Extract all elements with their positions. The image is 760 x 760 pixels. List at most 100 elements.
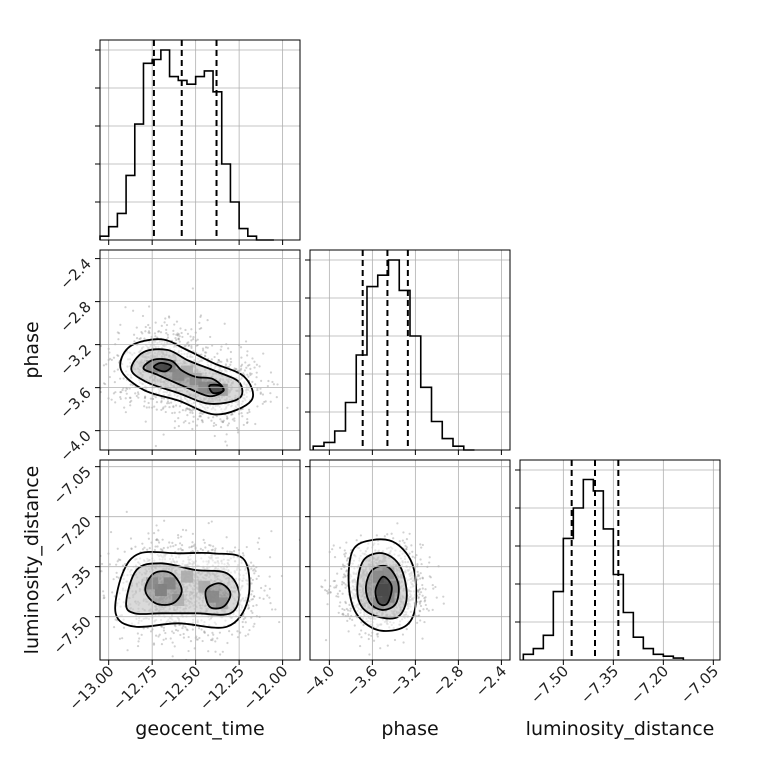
panel-phase-vs-geocent-time-sample-point — [240, 356, 243, 359]
panel-phase-vs-geocent-time-sample-point — [125, 392, 128, 395]
panel-phase-vs-geocent-time-sample-point — [190, 346, 193, 349]
panel-luminosity-distance-vs-geocent-time-sample-point — [219, 653, 222, 656]
panel-phase-vs-geocent-time-sample-point — [248, 410, 251, 414]
tick-label-x-geocent-time-2: −12.50 — [152, 662, 204, 714]
panel-phase-vs-geocent-time-sample-point — [192, 336, 195, 339]
panel-luminosity-distance-vs-geocent-time-sample-point — [181, 627, 184, 630]
panel-phase-vs-geocent-time-sample-point — [157, 330, 160, 333]
panel-luminosity-distance-vs-geocent-time-sample-point — [140, 633, 143, 636]
panel-phase-vs-geocent-time-sample-point — [179, 327, 182, 330]
panel-luminosity-distance-vs-phase-sample-point — [360, 629, 363, 632]
panel-phase-vs-geocent-time-sample-point — [156, 336, 159, 339]
panel-phase-vs-geocent-time-sample-point — [242, 423, 245, 427]
panel-luminosity-distance-vs-geocent-time-sample-point — [172, 631, 175, 635]
tick-label-y-luminosity-distance-0: −7.50 — [50, 613, 95, 658]
panel-luminosity-distance-vs-phase-sample-point — [341, 592, 344, 595]
panel-phase-vs-geocent-time-sample-point — [117, 332, 121, 335]
panel-phase-vs-geocent-time-sample-point — [198, 415, 201, 418]
panel-phase-vs-geocent-time-sample-point — [202, 349, 205, 352]
panel-luminosity-distance-vs-geocent-time-sample-point — [204, 546, 207, 549]
panel-luminosity-distance-vs-geocent-time-sample-point — [268, 556, 272, 559]
panel-luminosity-distance-vs-phase-sample-point — [376, 632, 379, 635]
panel-phase-vs-geocent-time-sample-point — [225, 444, 229, 447]
panel-luminosity-distance-vs-geocent-time-sample-point — [202, 538, 205, 541]
panel-luminosity-distance-vs-geocent-time-sample-point — [221, 547, 224, 550]
panel-luminosity-distance-vs-phase-sample-point — [359, 534, 362, 537]
panel-luminosity-distance-vs-phase-sample-point — [338, 589, 341, 593]
panel-luminosity-distance-vs-phase-sample-point — [360, 621, 363, 624]
tick-label-x-phase-0: −4.0 — [300, 662, 338, 700]
panel-phase-vs-geocent-time-sample-point — [153, 405, 156, 408]
panel-luminosity-distance-vs-geocent-time-sample-point — [250, 598, 253, 601]
panel-luminosity-distance-vs-phase-sample-point — [345, 570, 348, 573]
panel-luminosity-distance-vs-geocent-time-sample-point — [152, 643, 156, 646]
panel-phase-vs-geocent-time-sample-point — [141, 332, 144, 335]
panel-luminosity-distance-vs-geocent-time-sample-point — [203, 631, 206, 634]
histogram-geocent-time-frame — [99, 39, 301, 241]
panel-phase-vs-geocent-time-sample-point — [88, 360, 90, 362]
panel-phase-vs-geocent-time-sample-point — [221, 421, 224, 424]
panel-luminosity-distance-vs-phase-sample-point — [332, 544, 335, 547]
panel-luminosity-distance-vs-geocent-time-sample-point — [207, 522, 210, 525]
panel-luminosity-distance-vs-phase-sample-point — [435, 596, 438, 599]
panel-luminosity-distance-vs-phase-sample-point — [419, 619, 422, 622]
panel-phase-vs-geocent-time-sample-point — [198, 412, 201, 415]
panel-phase-vs-geocent-time-sample-point — [234, 368, 237, 371]
panel-phase-vs-geocent-time-sample-point — [212, 424, 215, 427]
panel-phase-vs-geocent-time-sample-point — [224, 363, 228, 366]
panel-phase-vs-geocent-time-sample-point — [217, 358, 220, 362]
panel-luminosity-distance-vs-geocent-time-sample-point — [161, 538, 164, 541]
panel-phase-vs-geocent-time-sample-point — [251, 380, 254, 383]
panel-phase-vs-geocent-time-sample-point — [110, 358, 113, 361]
panel-phase-vs-geocent-time-sample-point — [184, 409, 187, 412]
panel-luminosity-distance-vs-geocent-time-sample-point — [211, 548, 214, 551]
panel-luminosity-distance-vs-geocent-time-sample-point — [163, 519, 166, 522]
panel-luminosity-distance-vs-geocent-time-sample-point — [162, 629, 166, 632]
panel-phase-vs-geocent-time-sample-point — [152, 394, 156, 397]
panel-luminosity-distance-vs-phase-sample-point — [343, 573, 346, 576]
panel-luminosity-distance-vs-geocent-time-sample-point — [254, 570, 257, 573]
panel-luminosity-distance-vs-phase-sample-point — [419, 577, 422, 580]
panel-luminosity-distance-vs-phase-sample-point — [410, 544, 413, 547]
panel-luminosity-distance-vs-geocent-time-sample-point — [136, 632, 139, 635]
panel-luminosity-distance-vs-geocent-time-sample-point — [121, 564, 125, 567]
panel-luminosity-distance-vs-phase-sample-point — [335, 584, 338, 587]
panel-luminosity-distance-vs-phase-sample-point — [401, 539, 404, 542]
panel-phase-vs-geocent-time-sample-point — [190, 345, 193, 348]
panel-luminosity-distance-vs-phase-sample-point — [379, 647, 382, 650]
panel-luminosity-distance-vs-geocent-time-sample-point — [178, 623, 181, 626]
panel-phase-vs-geocent-time-sample-point — [225, 358, 229, 361]
panel-luminosity-distance-vs-phase-sample-point — [411, 555, 414, 558]
panel-luminosity-distance-vs-geocent-time-sample-point — [147, 537, 150, 540]
panel-luminosity-distance-vs-geocent-time-sample-point — [239, 631, 242, 634]
panel-luminosity-distance-vs-geocent-time-sample-point — [200, 628, 203, 631]
panel-luminosity-distance-vs-geocent-time-sample-point — [180, 544, 184, 547]
panel-phase-vs-geocent-time-sample-point — [97, 349, 99, 351]
panel-phase-vs-geocent-time-sample-point — [147, 401, 150, 405]
panel-phase-vs-geocent-time-sample-point — [178, 335, 181, 338]
panel-luminosity-distance-vs-geocent-time-sample-point — [186, 629, 189, 632]
panel-phase-vs-geocent-time-sample-point — [143, 337, 146, 340]
panel-phase-vs-geocent-time-sample-point — [226, 417, 229, 420]
panel-luminosity-distance-vs-geocent-time-sample-point — [257, 537, 261, 540]
panel-luminosity-distance-vs-geocent-time-sample-point — [109, 530, 113, 534]
panel-luminosity-distance-vs-geocent-time-sample-point — [162, 638, 165, 641]
panel-phase-vs-geocent-time-sample-point — [160, 399, 163, 403]
panel-phase-vs-geocent-time-sample-point — [155, 408, 158, 411]
panel-luminosity-distance-vs-geocent-time-sample-point — [262, 597, 265, 600]
panel-phase-vs-geocent-time-sample-point — [269, 371, 273, 374]
panel-luminosity-distance-vs-phase-sample-point — [405, 538, 409, 541]
panel-luminosity-distance-vs-geocent-time-sample-point — [211, 631, 214, 634]
panel-phase-vs-geocent-time-sample-point — [240, 367, 243, 371]
panel-phase-vs-geocent-time-contour-3 — [153, 362, 173, 373]
panel-luminosity-distance-vs-geocent-time-sample-point — [195, 638, 198, 641]
panel-luminosity-distance-vs-geocent-time-sample-point — [250, 616, 253, 619]
panel-phase-vs-geocent-time-sample-point — [159, 331, 163, 334]
tick-label-x-phase-4: −2.4 — [472, 662, 510, 700]
panel-phase-vs-geocent-time-sample-point — [110, 398, 113, 401]
panel-phase-vs-geocent-time-sample-point — [248, 363, 251, 367]
panel-luminosity-distance-vs-phase-sample-point — [421, 587, 424, 590]
panel-phase-vs-geocent-time-sample-point — [201, 421, 204, 424]
panel-phase-vs-geocent-time-sample-point — [129, 396, 132, 399]
histogram-geocent-time — [95, 40, 300, 241]
